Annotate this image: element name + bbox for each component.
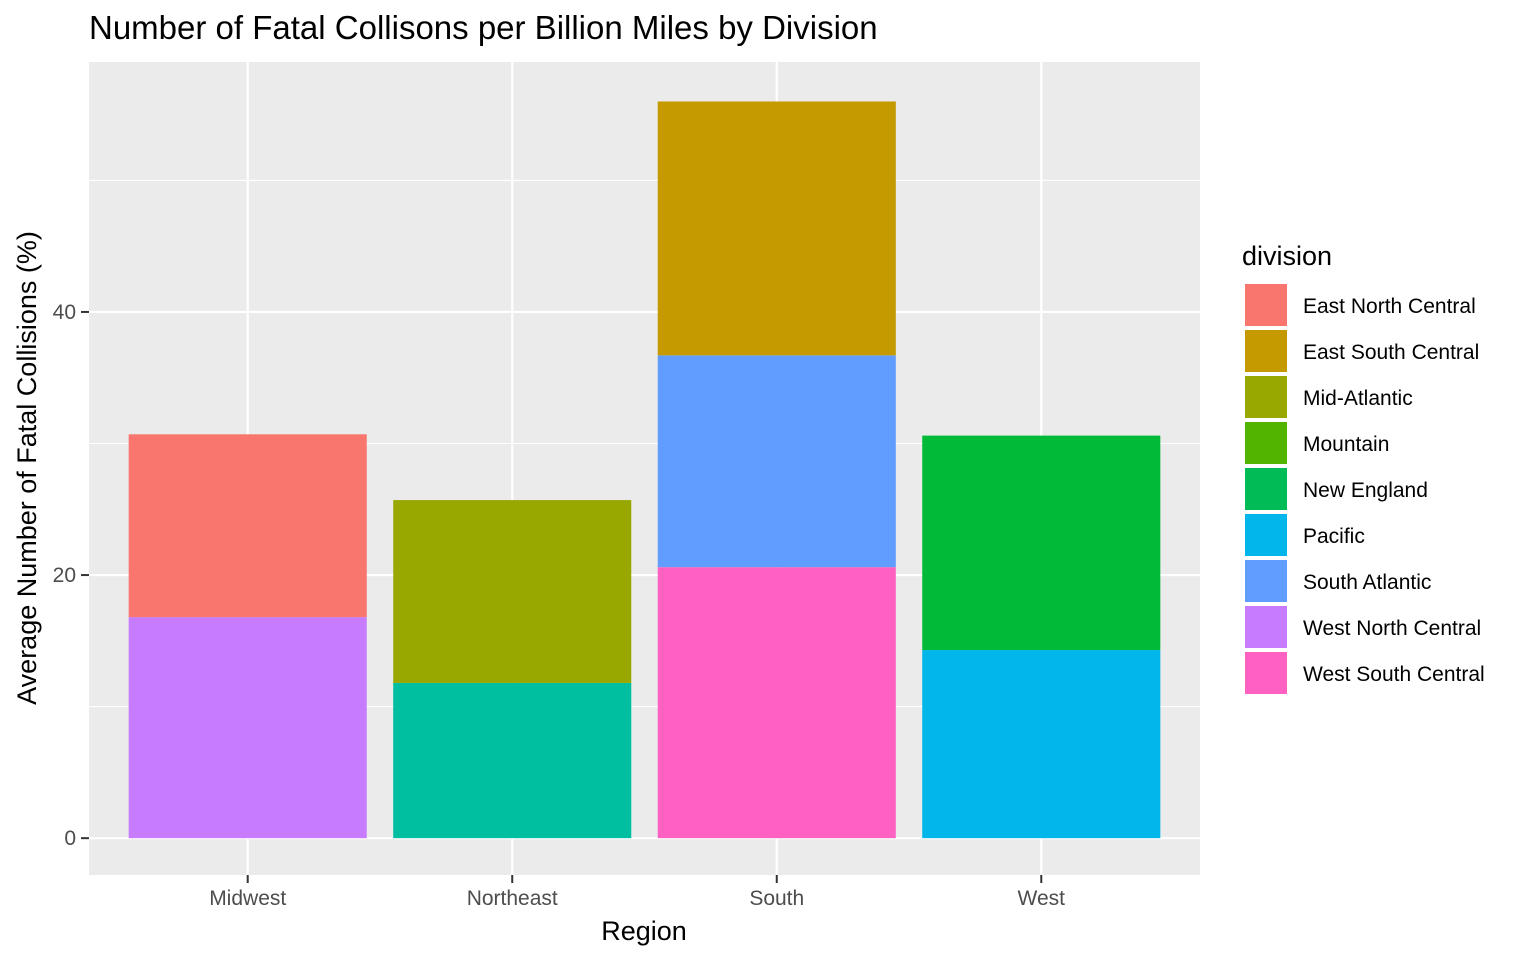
legend-label: Mountain xyxy=(1303,433,1389,456)
legend-swatch xyxy=(1245,652,1287,694)
bars xyxy=(128,101,1161,839)
x-axis: Midwest Northeast South West xyxy=(209,875,1065,910)
legend-swatch xyxy=(1245,376,1287,418)
legend-swatch xyxy=(1245,606,1287,648)
bar-segment-west-pacific xyxy=(922,650,1161,839)
legend-title: division xyxy=(1242,241,1332,271)
legend-swatch xyxy=(1245,560,1287,602)
bar-segment-northeast-new-england xyxy=(393,682,632,839)
x-tick-label-midwest: Midwest xyxy=(209,887,286,910)
y-tick-label: 20 xyxy=(53,564,76,587)
y-tick-label: 0 xyxy=(64,827,76,850)
bar-segment-west-mountain xyxy=(922,435,1161,651)
bar-segment-south-south-atlantic xyxy=(657,355,896,568)
x-axis-title: Region xyxy=(601,916,687,946)
bar-segment-south-west-south-central xyxy=(657,567,896,839)
legend-label: East North Central xyxy=(1303,295,1476,318)
legend-entries: East North Central East South Central Mid-… xyxy=(1245,284,1485,694)
legend-label: West North Central xyxy=(1303,617,1481,640)
legend-label: New England xyxy=(1303,479,1428,502)
legend: division East North Central East South Ce… xyxy=(1242,241,1485,694)
legend-label: Pacific xyxy=(1303,525,1365,548)
bar-segment-south-east-south-central xyxy=(657,101,896,356)
y-tick-label: 40 xyxy=(53,301,76,324)
y-axis: 0 20 40 xyxy=(53,301,89,850)
x-tick-label-west: West xyxy=(1018,887,1066,910)
legend-label: East South Central xyxy=(1303,341,1479,364)
x-tick-label-south: South xyxy=(749,887,804,910)
chart-title: Number of Fatal Collisons per Billion Mi… xyxy=(89,9,878,46)
y-axis-title: Average Number of Fatal Collisions (%) xyxy=(12,231,42,705)
legend-swatch xyxy=(1245,468,1287,510)
legend-label: South Atlantic xyxy=(1303,571,1431,594)
legend-swatch xyxy=(1245,422,1287,464)
legend-label: Mid-Atlantic xyxy=(1303,387,1413,410)
legend-swatch xyxy=(1245,514,1287,556)
legend-swatch xyxy=(1245,284,1287,326)
bar-segment-northeast-mid-atlantic xyxy=(393,500,632,683)
bar-segment-midwest-east-north-central xyxy=(128,434,367,618)
legend-label: West South Central xyxy=(1303,663,1485,686)
x-tick-label-northeast: Northeast xyxy=(467,887,558,910)
legend-swatch xyxy=(1245,330,1287,372)
bar-segment-midwest-west-north-central xyxy=(128,617,367,839)
